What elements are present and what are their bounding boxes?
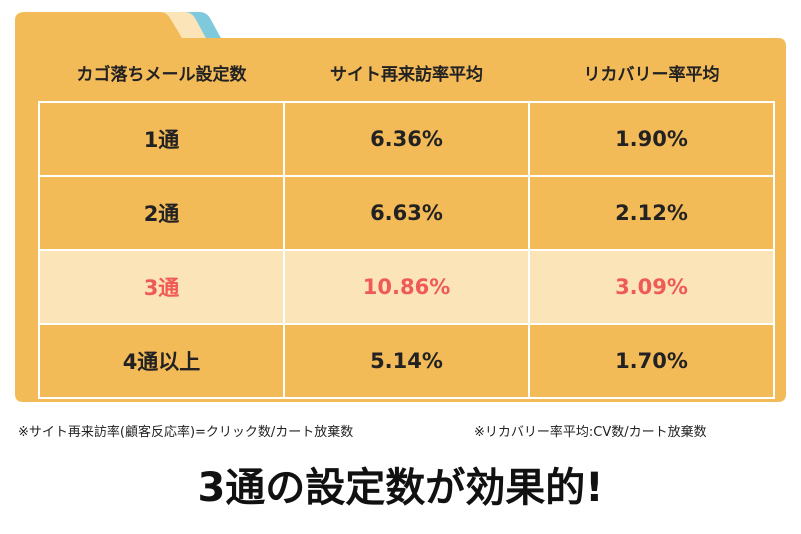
conclusion: 3通の設定数が効果的! — [197, 465, 604, 511]
header-cell: カゴ落ちメール設定数 — [76, 65, 247, 85]
table-body: 1通 6.36% 1.90% 2通 6.63% 2.12% 3通 10.86% 3.09% 4通以… — [38, 101, 775, 399]
note: ※リカバリー率平均:CV数/カート放棄数 — [474, 425, 707, 440]
note: ※サイト再来訪率(顧客反応率)=クリック数/カート放棄数 — [18, 425, 354, 440]
table-row: 1通 6.36% 1.90% — [38, 101, 775, 177]
table-row: 3通 10.86% 3.09% — [38, 249, 775, 325]
table-cell: 3.09% — [528, 249, 775, 325]
data-table: カゴ落ちメール設定数 サイト再来訪率平均 リカバリー率平均 1通 6.36% 1.90%… — [38, 50, 775, 399]
table-cell: 2.12% — [528, 175, 775, 251]
table-cell: 5.14% — [283, 323, 530, 399]
table-cell: 1.90% — [528, 101, 775, 177]
table-cell: 1通 — [38, 101, 285, 177]
header-cell: リカバリー率平均 — [583, 65, 720, 85]
table-cell: 2通 — [38, 175, 285, 251]
table-row: 4通以上 5.14% 1.70% — [38, 323, 775, 399]
table-cell: 3通 — [38, 249, 285, 325]
table-cell: 6.63% — [283, 175, 530, 251]
header-cell: サイト再来訪率平均 — [330, 65, 483, 85]
table-row: 2通 6.63% 2.12% — [38, 175, 775, 251]
table-cell: 10.86% — [283, 249, 530, 325]
table-cell: 6.36% — [283, 101, 530, 177]
header-row: カゴ落ちメール設定数 サイト再来訪率平均 リカバリー率平均 — [39, 50, 774, 102]
table-cell: 4通以上 — [38, 323, 285, 399]
table-cell: 1.70% — [528, 323, 775, 399]
